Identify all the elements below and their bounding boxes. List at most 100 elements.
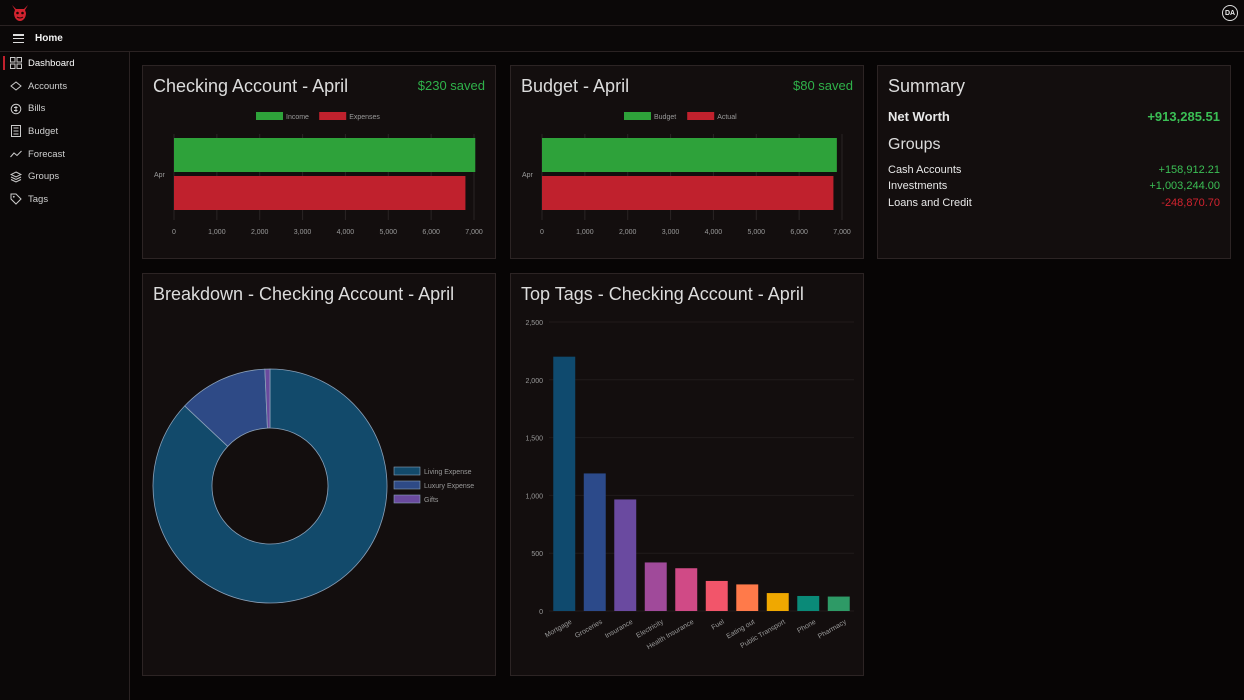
y-tick-label: Apr xyxy=(522,172,534,179)
budget-icon xyxy=(11,125,21,138)
bar-mortgage xyxy=(553,356,576,611)
dashboard-main: Checking Account - April $230 saved 0 1,0… xyxy=(130,52,1244,700)
group-label: Cash Accounts xyxy=(888,164,962,176)
user-avatar[interactable]: DA xyxy=(1222,5,1238,21)
legend-label: Living Expense xyxy=(424,469,472,476)
x-tick-label: 5,000 xyxy=(380,229,398,236)
card-title: Budget - April xyxy=(521,76,630,96)
legend-label: Budget xyxy=(654,114,676,121)
app-logo-icon[interactable] xyxy=(9,3,31,23)
x-tick-label: 0 xyxy=(172,229,176,236)
x-tick-label: 5,000 xyxy=(748,229,766,236)
menu-icon[interactable] xyxy=(13,34,24,44)
top-tags-card: Top Tags - Checking Account - April 0 500… xyxy=(510,273,864,676)
x-tick-label: 3,000 xyxy=(294,229,312,236)
slice-living-expense xyxy=(152,368,388,604)
groups-icon xyxy=(10,171,22,183)
y-tick-label: 500 xyxy=(531,551,543,558)
checking-income-expense-chart: 0 1,000 2,000 3,000 4,000 5,000 6,000 7,000 Inco… xyxy=(154,112,483,236)
bar-eating-out xyxy=(736,584,759,611)
top-bar: DA xyxy=(0,0,1244,26)
x-tick-label: Pharmacy xyxy=(817,618,848,640)
net-worth-label: Net Worth xyxy=(888,109,950,124)
legend-swatch xyxy=(393,466,421,476)
slice-gifts xyxy=(264,368,271,429)
breakdown-doughnut-chart: Living Expense Luxury Expense Gifts xyxy=(152,368,474,604)
x-tick-label: 4,000 xyxy=(337,229,355,236)
x-tick-label: Mortgage xyxy=(544,619,573,640)
card-title: Breakdown - Checking Account - April xyxy=(153,284,455,304)
bar-electricity xyxy=(644,562,667,611)
sidebar-item-bills[interactable]: Bills xyxy=(0,97,129,120)
sidebar-item-forecast[interactable]: Forecast xyxy=(0,143,129,166)
sidebar-item-groups[interactable]: Groups xyxy=(0,165,129,188)
bar-health-insurance xyxy=(675,568,698,611)
x-tick-label: Fuel xyxy=(710,618,726,631)
sidebar-item-dashboard[interactable]: Dashboard xyxy=(0,52,129,75)
legend-swatch xyxy=(256,112,283,120)
x-tick-label: Phone xyxy=(796,619,817,635)
bar-pharmacy xyxy=(827,596,850,611)
legend-label: Luxury Expense xyxy=(424,483,474,490)
y-tick-label: Apr xyxy=(154,172,166,179)
legend-swatch xyxy=(624,112,651,120)
group-row[interactable]: Cash Accounts +158,912.21 xyxy=(888,164,1220,176)
group-label: Investments xyxy=(888,180,948,192)
sidebar-item-label: Groups xyxy=(28,171,60,183)
x-tick-label: 4,000 xyxy=(705,229,723,236)
y-tick-label: 1,000 xyxy=(525,493,543,500)
group-row[interactable]: Investments +1,003,244.00 xyxy=(888,180,1220,192)
group-value: -248,870.70 xyxy=(1161,197,1220,209)
bar-phone xyxy=(797,595,820,611)
breakdown-card: Breakdown - Checking Account - April Liv… xyxy=(142,273,496,676)
legend-swatch xyxy=(393,480,421,490)
summary-card: Summary Net Worth +913,285.51 Groups Cas… xyxy=(877,65,1231,259)
group-row[interactable]: Loans and Credit -248,870.70 xyxy=(888,197,1220,209)
budget-card: Budget - April $80 saved 0 1,000 2,000 3,00… xyxy=(510,65,864,259)
forecast-icon xyxy=(10,150,22,158)
saved-amount: $80 saved xyxy=(793,78,853,93)
group-label: Loans and Credit xyxy=(888,197,972,209)
x-tick-label: 0 xyxy=(540,229,544,236)
net-worth-value: +913,285.51 xyxy=(1147,109,1220,124)
bar-public-transport xyxy=(766,593,789,611)
groups-title: Groups xyxy=(888,136,941,153)
bar-income xyxy=(174,138,476,172)
x-tick-label: Insurance xyxy=(604,619,634,640)
sidebar-item-tags[interactable]: Tags xyxy=(0,188,129,211)
sidebar-item-budget[interactable]: Budget xyxy=(0,120,129,143)
legend-swatch xyxy=(687,112,715,120)
top-tags-bar-chart: 0 500 1,000 1,500 2,000 2,500 Mortgage Grocerie… xyxy=(525,320,854,651)
bar-groceries xyxy=(583,473,606,611)
x-tick-label: 1,000 xyxy=(576,229,594,236)
group-value: +158,912.21 xyxy=(1158,164,1220,176)
page-title: Home xyxy=(35,33,63,44)
x-tick-label: 2,000 xyxy=(619,229,637,236)
y-tick-label: 1,500 xyxy=(525,436,543,443)
x-tick-label: 7,000 xyxy=(465,229,483,236)
card-title: Top Tags - Checking Account - April xyxy=(521,284,804,304)
bills-icon xyxy=(10,103,22,115)
card-title: Summary xyxy=(888,76,966,96)
bar-fuel xyxy=(705,580,728,611)
sidebar-item-label: Budget xyxy=(28,125,59,137)
x-tick-label: 7,000 xyxy=(833,229,851,236)
x-tick-label: 1,000 xyxy=(208,229,226,236)
checking-account-card: Checking Account - April $230 saved 0 1,0… xyxy=(142,65,496,259)
tags-icon xyxy=(10,193,22,206)
sidebar-item-label: Bills xyxy=(28,103,46,115)
group-value: +1,003,244.00 xyxy=(1149,180,1220,192)
sidebar-item-accounts[interactable]: Accounts xyxy=(0,75,129,98)
legend-label: Expenses xyxy=(349,114,380,121)
sidebar: Dashboard Accounts Bills Budget Forecast… xyxy=(0,52,130,700)
y-tick-label: 0 xyxy=(539,609,543,616)
y-tick-label: 2,000 xyxy=(525,378,543,385)
dashboard-icon xyxy=(10,57,22,70)
x-tick-label: 6,000 xyxy=(790,229,808,236)
bar-actual xyxy=(542,176,834,210)
bar-budget xyxy=(542,138,837,172)
x-tick-label: 2,000 xyxy=(251,229,269,236)
budget-actual-chart: 0 1,000 2,000 3,000 4,000 5,000 6,000 7,000 Budg… xyxy=(522,112,851,236)
legend-label: Actual xyxy=(717,114,737,121)
sub-bar: Home xyxy=(0,26,1244,52)
